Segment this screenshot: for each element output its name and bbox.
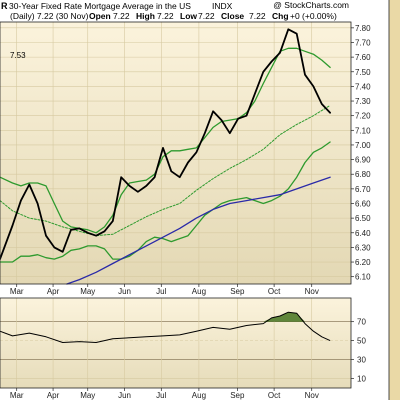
long-ma-line — [66, 176, 331, 285]
chart-title: 30-Year Fixed Rate Mortgage Average in t… — [9, 1, 191, 11]
rsi-y-tick-label: 50 — [357, 337, 366, 346]
price-y-tick-label: 6.60 — [355, 199, 371, 208]
open-value: 7.22 — [113, 11, 130, 21]
rsi-y-tick-label: 70 — [357, 318, 366, 327]
open-label: Open — [89, 11, 111, 21]
price-y-axis: 7.80 7.70 7.60 7.50 7.40 7.30 7.20 7.10 7.00 6.90… — [351, 24, 371, 282]
price-y-tick-label: 7.30 — [355, 97, 371, 106]
price-y-tick-label: 6.20 — [355, 258, 371, 267]
close-label: Close — [221, 11, 244, 21]
rsi-overbought-fill — [0, 312, 331, 322]
upper-band-line — [0, 47, 331, 234]
exchange-label: INDX — [212, 1, 233, 11]
price-y-tick-label: 7.10 — [355, 126, 371, 135]
price-x-tick-label: May — [80, 287, 95, 296]
price-x-tick-label: Nov — [305, 287, 319, 296]
chg-label: Chg — [272, 11, 289, 21]
rsi-panel-background — [0, 298, 351, 388]
price-y-tick-label: 7.70 — [355, 38, 371, 47]
symbol-fragment: R — [1, 1, 8, 11]
rsi-grid — [0, 298, 351, 388]
price-y-tick-label: 6.90 — [355, 156, 371, 165]
price-y-tick-label: 7.20 — [355, 112, 371, 121]
price-y-tick-label: 7.50 — [355, 68, 371, 77]
lower-band-line — [0, 141, 331, 263]
price-x-tick-label: Sep — [230, 287, 245, 296]
rsi-y-axis: 70 50 30 10 — [351, 318, 366, 384]
rsi-series — [0, 311, 331, 343]
price-y-tick-label: 6.40 — [355, 229, 371, 238]
price-y-tick-label: 6.70 — [355, 185, 371, 194]
price-y-tick-label: 7.60 — [355, 53, 371, 62]
rsi-panel-border — [0, 297, 352, 389]
price-x-tick-label: Apr — [47, 287, 60, 296]
watermark: @ StockCharts.com — [273, 0, 349, 10]
rsi-line — [0, 311, 331, 343]
price-grid — [0, 22, 351, 284]
rsi-y-tick-label: 10 — [357, 375, 366, 384]
price-x-axis: Mar Apr May Jun Jul Aug Sep Oct Nov — [10, 284, 319, 296]
chg-value: +0 (+0.00%) — [290, 11, 337, 21]
price-y-tick-label: 7.80 — [355, 24, 371, 33]
rsi-x-tick-label: Jul — [156, 391, 166, 400]
high-label: High — [136, 11, 155, 21]
price-y-tick-label: 7.00 — [355, 141, 371, 150]
rsi-y-tick-label: 30 — [357, 356, 366, 365]
rsi-x-axis: Mar Apr May Jun Jul Aug Sep Oct Nov — [10, 388, 319, 400]
rsi-x-tick-label: Aug — [192, 391, 206, 400]
price-y-tick-label: 6.50 — [355, 214, 371, 223]
price-x-tick-label: Oct — [268, 287, 281, 296]
rsi-x-tick-label: Apr — [47, 391, 60, 400]
rsi-x-tick-label: Oct — [268, 391, 281, 400]
price-line — [0, 28, 332, 261]
price-x-tick-label: Jul — [156, 287, 166, 296]
rsi-x-tick-label: Sep — [230, 391, 245, 400]
low-label: Low — [180, 11, 197, 21]
right-strip — [389, 0, 400, 400]
price-x-tick-label: Mar — [10, 287, 24, 296]
price-x-tick-label: Jun — [118, 287, 131, 296]
price-y-tick-label: 6.80 — [355, 170, 371, 179]
price-y-tick-label: 6.30 — [355, 243, 371, 252]
price-x-tick-label: Aug — [192, 287, 206, 296]
rsi-x-tick-label: Nov — [305, 391, 319, 400]
price-y-tick-label: 7.40 — [355, 82, 371, 91]
price-series — [0, 28, 332, 285]
low-value: 7.22 — [198, 11, 215, 21]
band-value-label: 7.53 — [10, 51, 26, 60]
rsi-x-tick-label: May — [80, 391, 95, 400]
middle-ma-line — [0, 104, 331, 237]
price-panel-border — [0, 21, 352, 285]
price-y-tick-label: 6.10 — [355, 273, 371, 282]
rsi-x-tick-label: Mar — [10, 391, 24, 400]
rsi-x-tick-label: Jun — [118, 391, 131, 400]
period-line: (Daily) 7.22 (30 Nov) — [10, 11, 89, 21]
high-value: 7.22 — [157, 11, 174, 21]
close-value: 7.22 — [249, 11, 266, 21]
